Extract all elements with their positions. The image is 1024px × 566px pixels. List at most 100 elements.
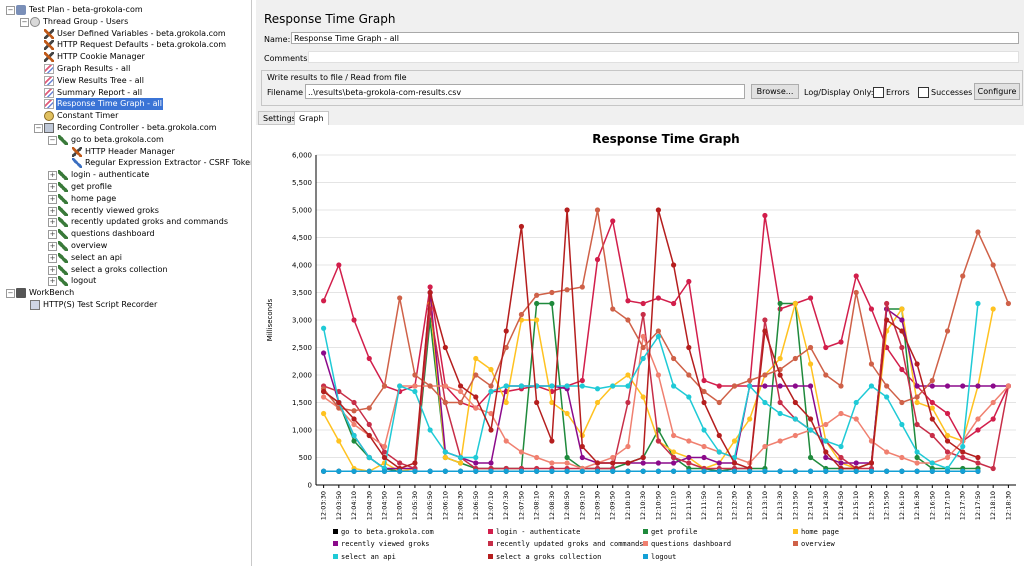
data-point	[792, 416, 798, 422]
data-point	[640, 311, 646, 318]
tree-node-label: login - authenticate	[71, 170, 150, 180]
expand-toggle-icon[interactable]: +	[48, 277, 57, 287]
filename-field[interactable]: ..\results\beta-grokola-com-results.csv	[305, 84, 745, 99]
x-tick-label: 12:17:50	[974, 491, 982, 520]
tab-graph[interactable]: Graph	[294, 111, 329, 125]
browse-button[interactable]: Browse...	[751, 84, 799, 99]
data-point	[366, 421, 372, 428]
data-point	[321, 325, 327, 331]
x-tick-label: 12:14:30	[822, 491, 830, 520]
data-point	[549, 383, 555, 389]
data-point	[944, 383, 951, 389]
test-plan-tree[interactable]: − Test Plan - beta-grokola-com − Thread Gro…	[0, 0, 252, 566]
legend-swatch	[643, 529, 648, 534]
test-plan-icon	[16, 5, 26, 15]
tree-node-label: home page	[71, 193, 117, 203]
data-point	[868, 438, 875, 444]
data-point	[853, 468, 859, 474]
data-point	[640, 344, 646, 351]
expand-toggle-icon[interactable]: −	[20, 17, 29, 27]
expand-toggle-icon[interactable]: −	[6, 289, 15, 299]
expand-toggle-icon[interactable]: −	[34, 124, 43, 133]
data-point	[960, 449, 966, 455]
data-point	[762, 372, 768, 378]
data-point	[899, 421, 905, 428]
data-point	[351, 317, 357, 323]
data-point	[381, 383, 388, 389]
data-point	[655, 372, 661, 378]
data-point	[503, 344, 509, 351]
expand-toggle-icon[interactable]: −	[48, 135, 57, 145]
data-point	[884, 317, 890, 323]
data-point	[625, 399, 631, 406]
data-point	[914, 449, 920, 455]
tree-node-label: select a groks collection	[71, 264, 168, 274]
data-point	[640, 355, 646, 362]
name-field[interactable]: Response Time Graph - all	[291, 32, 1019, 44]
config-icon	[44, 52, 54, 63]
y-tick-label: 6,000	[292, 152, 312, 160]
data-point	[853, 416, 859, 422]
data-point	[1005, 300, 1011, 307]
thread-group-icon	[30, 16, 40, 27]
sampler-icon	[58, 241, 68, 251]
data-point	[990, 399, 996, 406]
x-tick-label: 12:03:50	[335, 491, 343, 520]
data-point	[686, 468, 692, 474]
expand-toggle-icon[interactable]: +	[48, 218, 57, 228]
expand-toggle-icon[interactable]: +	[48, 230, 57, 240]
expand-toggle-icon[interactable]: +	[48, 253, 57, 263]
sampler-icon	[58, 252, 68, 263]
expand-toggle-icon[interactable]: +	[48, 171, 57, 181]
data-point	[671, 262, 677, 268]
recorder-icon	[30, 300, 40, 310]
tree-node-label: View Results Tree - all	[57, 75, 144, 85]
legend-swatch	[793, 529, 798, 534]
tree-node-label: Summary Report - all	[57, 87, 143, 97]
expand-toggle-icon[interactable]: +	[48, 183, 57, 192]
data-point	[944, 328, 951, 334]
data-point	[975, 229, 981, 235]
data-point	[868, 383, 875, 389]
expand-toggle-icon[interactable]: +	[48, 265, 57, 275]
data-point	[853, 273, 859, 279]
tree-node-label: HTTP Request Defaults - beta.grokola.com	[57, 40, 227, 50]
data-point	[351, 432, 357, 439]
data-point	[564, 460, 570, 466]
data-point	[640, 394, 646, 400]
sampler-icon	[58, 217, 68, 228]
data-point	[625, 460, 631, 466]
tree-node-label: Graph Results - all	[57, 64, 131, 73]
expand-toggle-icon[interactable]: +	[48, 194, 57, 204]
data-point	[625, 383, 631, 389]
x-tick-label: 12:04:50	[380, 491, 388, 520]
data-point	[564, 287, 570, 293]
data-point	[929, 399, 935, 406]
expand-toggle-icon[interactable]: −	[6, 6, 15, 15]
data-point	[427, 468, 433, 474]
tree-node-label: User Defined Variables - beta.grokola.co…	[57, 28, 226, 38]
legend-label: select a groks collection	[496, 553, 601, 561]
legend-swatch	[333, 541, 338, 546]
sampler-icon	[58, 205, 68, 216]
comments-field[interactable]	[308, 51, 1019, 63]
data-point	[366, 405, 372, 411]
expand-toggle-icon[interactable]: +	[48, 206, 57, 216]
tree-node-label: recently viewed groks	[71, 205, 159, 215]
series-line	[322, 292, 1009, 470]
data-point	[686, 460, 692, 466]
data-point	[838, 443, 844, 450]
expand-toggle-icon[interactable]: +	[48, 242, 57, 251]
data-point	[747, 468, 753, 474]
data-point	[625, 317, 631, 323]
data-point	[610, 306, 616, 312]
errors-checkbox[interactable]	[873, 87, 884, 98]
data-point	[321, 388, 327, 395]
successes-label: Successes	[931, 88, 973, 97]
data-point	[427, 284, 433, 290]
data-point	[457, 383, 464, 389]
successes-checkbox[interactable]	[918, 87, 929, 98]
configure-button[interactable]: Configure	[974, 83, 1020, 100]
data-point	[792, 300, 798, 307]
data-point	[960, 383, 966, 389]
